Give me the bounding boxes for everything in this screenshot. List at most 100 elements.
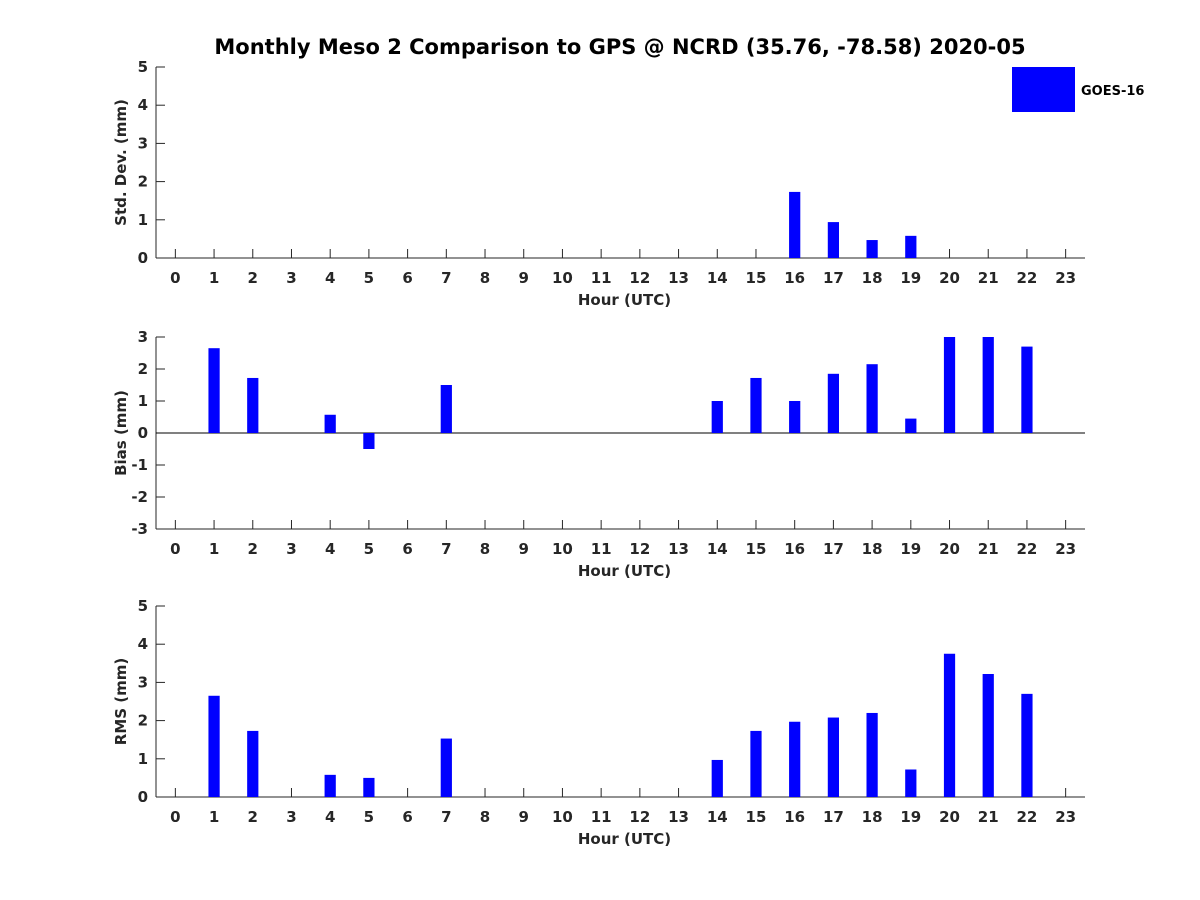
panel-2-y-axis-label: Bias (mm) bbox=[112, 390, 130, 476]
panel-1-x-tick-label: 22 bbox=[1017, 269, 1038, 287]
panel-2-x-tick-label: 11 bbox=[591, 540, 612, 558]
panel-3-x-tick-label: 5 bbox=[364, 808, 374, 826]
panel-2-x-tick-label: 10 bbox=[552, 540, 573, 558]
panel-2-x-tick-label: 22 bbox=[1017, 540, 1038, 558]
panel-2-bar-hour-20 bbox=[943, 337, 956, 433]
panel-3-x-tick-label: 16 bbox=[784, 808, 805, 826]
panel-1-x-tick-label: 7 bbox=[441, 269, 451, 287]
panel-3-x-tick-label: 15 bbox=[746, 808, 767, 826]
panel-3-y-tick-label: 4 bbox=[138, 635, 148, 653]
panel-1-bar-hour-19 bbox=[905, 235, 917, 258]
panel-3-x-tick-label: 14 bbox=[707, 808, 728, 826]
panel-1-bar-hour-17 bbox=[827, 222, 840, 258]
panel-3-y-tick-label: 3 bbox=[138, 673, 148, 691]
panel-2-bar-hour-4 bbox=[324, 414, 336, 433]
panel-3-bar-hour-4 bbox=[324, 774, 336, 797]
panel-2-x-tick-label: 12 bbox=[629, 540, 650, 558]
panel-1-x-tick-label: 15 bbox=[746, 269, 767, 287]
panel-2-y-tick-label: 0 bbox=[138, 424, 148, 442]
panel-2-x-tick-label: 3 bbox=[286, 540, 296, 558]
panel-1-y-tick-label: 1 bbox=[138, 211, 148, 229]
panel-2-x-tick-label: 7 bbox=[441, 540, 451, 558]
panel-1-x-tick-label: 12 bbox=[629, 269, 650, 287]
legend-label: GOES-16 bbox=[1081, 84, 1144, 99]
panel-2-x-tick-label: 9 bbox=[519, 540, 529, 558]
panel-2-x-tick-label: 4 bbox=[325, 540, 335, 558]
panel-1-y-tick-label: 2 bbox=[138, 173, 148, 191]
panel-2-y-tick-label: -1 bbox=[131, 456, 148, 474]
panel-3-x-tick-label: 8 bbox=[480, 808, 490, 826]
panel-1-x-tick-label: 19 bbox=[900, 269, 921, 287]
panel-3-bar-hour-21 bbox=[982, 673, 994, 797]
legend-swatch bbox=[1012, 67, 1075, 112]
panel-1-bar-hour-16 bbox=[789, 191, 801, 258]
panel-2-x-tick-label: 8 bbox=[480, 540, 490, 558]
panel-3-x-tick-label: 22 bbox=[1017, 808, 1038, 826]
panel-1-x-tick-label: 1 bbox=[209, 269, 219, 287]
panel-2-bar-hour-19 bbox=[905, 418, 917, 433]
panel-3-bar-hour-18 bbox=[866, 712, 878, 797]
panel-2-x-tick-label: 5 bbox=[364, 540, 374, 558]
panel-3-x-tick-label: 23 bbox=[1055, 808, 1076, 826]
panel-2-x-tick-label: 0 bbox=[170, 540, 180, 558]
panel-2-bar-hour-15 bbox=[750, 377, 762, 433]
panel-1-x-tick-label: 5 bbox=[364, 269, 374, 287]
panel-3-y-axis-label: RMS (mm) bbox=[112, 658, 130, 745]
panel-2-x-tick-label: 1 bbox=[209, 540, 219, 558]
panel-2-bar-hour-21 bbox=[982, 337, 994, 433]
panel-3-x-tick-label: 17 bbox=[823, 808, 844, 826]
panel-3-bar-hour-7 bbox=[440, 738, 452, 797]
panel-3-y-tick-label: 5 bbox=[138, 597, 148, 615]
panel-3-x-tick-label: 2 bbox=[248, 808, 258, 826]
panel-1-x-tick-label: 20 bbox=[939, 269, 960, 287]
panel-3-bar-hour-22 bbox=[1021, 693, 1033, 797]
panel-3-x-tick-label: 1 bbox=[209, 808, 219, 826]
panel-1-x-tick-label: 8 bbox=[480, 269, 490, 287]
panel-3-x-tick-label: 7 bbox=[441, 808, 451, 826]
panel-1-y-tick-label: 5 bbox=[138, 58, 148, 76]
panel-3-x-tick-label: 13 bbox=[668, 808, 689, 826]
panel-1-x-axis-label: Hour (UTC) bbox=[578, 291, 671, 309]
panel-1-x-tick-label: 0 bbox=[170, 269, 180, 287]
panel-3-x-tick-label: 4 bbox=[325, 808, 335, 826]
panel-1-y-tick-label: 0 bbox=[138, 249, 148, 267]
panel-2-bar-hour-1 bbox=[208, 348, 220, 433]
panel-1-x-tick-label: 10 bbox=[552, 269, 573, 287]
panel-2-bar-hour-14 bbox=[711, 401, 723, 433]
panel-2-x-tick-label: 15 bbox=[746, 540, 767, 558]
panel-2-y-tick-label: 1 bbox=[138, 392, 148, 410]
panel-3-x-tick-label: 20 bbox=[939, 808, 960, 826]
panel-3-x-tick-label: 18 bbox=[862, 808, 883, 826]
panel-2-y-tick-label: -2 bbox=[131, 488, 148, 506]
panel-2-bar-hour-17 bbox=[827, 373, 840, 433]
panel-3-x-tick-label: 6 bbox=[402, 808, 412, 826]
panel-1-x-tick-label: 4 bbox=[325, 269, 335, 287]
panel-2-x-tick-label: 23 bbox=[1055, 540, 1076, 558]
panel-3-x-tick-label: 3 bbox=[286, 808, 296, 826]
panel-3-bar-hour-14 bbox=[711, 759, 723, 797]
panel-3-x-tick-label: 11 bbox=[591, 808, 612, 826]
panel-3-y-tick-label: 2 bbox=[138, 712, 148, 730]
panel-1-x-tick-label: 9 bbox=[519, 269, 529, 287]
panel-1-y-axis-label: Std. Dev. (mm) bbox=[112, 99, 130, 226]
panel-2-y-tick-label: 2 bbox=[138, 360, 148, 378]
panel-2-y-tick-label: -3 bbox=[131, 520, 148, 538]
panel-3-bar-hour-5 bbox=[363, 777, 375, 797]
panel-2-bar-hour-22 bbox=[1021, 346, 1033, 433]
panel-3-x-axis-label: Hour (UTC) bbox=[578, 830, 671, 848]
panel-2-x-tick-label: 13 bbox=[668, 540, 689, 558]
panel-3-x-tick-label: 12 bbox=[629, 808, 650, 826]
panel-3-x-tick-label: 0 bbox=[170, 808, 180, 826]
panel-2-bar-hour-2 bbox=[247, 377, 259, 433]
panel-2-bar-hour-18 bbox=[866, 364, 878, 433]
panel-3-x-tick-label: 19 bbox=[900, 808, 921, 826]
panel-3-x-tick-label: 10 bbox=[552, 808, 573, 826]
panel-1-x-tick-label: 14 bbox=[707, 269, 728, 287]
legend: GOES-16 bbox=[1012, 67, 1144, 112]
panel-1-x-tick-label: 3 bbox=[286, 269, 296, 287]
panel-1-x-tick-label: 16 bbox=[784, 269, 805, 287]
